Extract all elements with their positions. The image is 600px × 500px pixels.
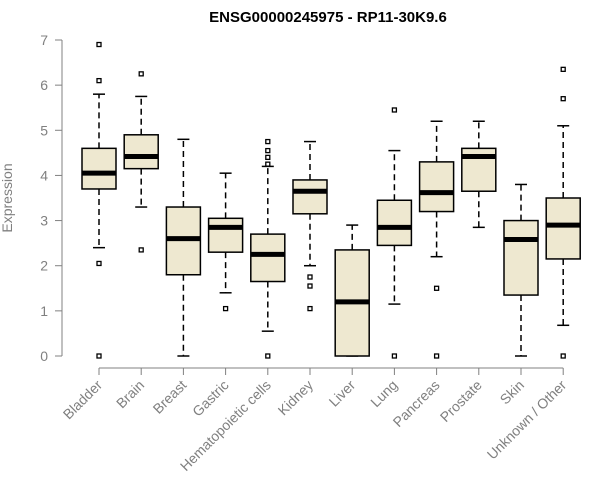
iqr-box	[292, 179, 328, 215]
outlier-point	[96, 260, 102, 267]
outlier-point	[138, 247, 144, 253]
y-tick-label: 6	[40, 77, 48, 93]
box-brain	[123, 71, 159, 253]
x-tick-label: Breast	[150, 377, 190, 417]
outlier-point	[391, 353, 398, 359]
outlier-point	[307, 305, 313, 312]
x-tick-label: Liver	[326, 377, 359, 410]
box-gastric	[207, 172, 244, 312]
outlier-point	[560, 353, 566, 359]
outlier-point	[265, 147, 271, 154]
x-tick-label: Kidney	[275, 377, 317, 419]
x-tick-label: Prostate	[437, 377, 485, 425]
y-tick-label: 1	[40, 303, 48, 319]
x-tick-label: Bladder	[60, 377, 106, 423]
y-axis-label: Expression	[0, 163, 15, 232]
y-tick-label: 7	[40, 32, 48, 48]
outlier-point	[307, 283, 313, 289]
iqr-box	[376, 199, 413, 247]
box-bladder	[81, 41, 117, 359]
box-prostate	[461, 120, 497, 229]
outlier-point	[265, 138, 271, 145]
outlier-point	[265, 154, 271, 161]
iqr-box	[418, 161, 455, 213]
iqr-box	[545, 197, 581, 260]
outlier-point	[433, 285, 440, 291]
x-tick-label: Skin	[497, 377, 528, 408]
box-lung	[376, 107, 413, 359]
chart-title: ENSG00000245975 - RP11-30K9.6	[209, 9, 447, 26]
x-tick-label: Lung	[367, 377, 400, 410]
outlier-point	[560, 66, 566, 72]
y-tick-label: 3	[40, 213, 48, 229]
box-pancreas	[418, 120, 455, 359]
outlier-point	[433, 353, 440, 359]
x-tick-label: Unknown / Other	[484, 377, 570, 463]
iqr-box	[81, 147, 117, 190]
box-hematopoietic-cells	[250, 138, 286, 359]
y-tick-label: 2	[40, 258, 48, 274]
box-skin	[503, 183, 539, 357]
iqr-box	[503, 219, 539, 296]
iqr-box	[207, 217, 244, 253]
outlier-point	[96, 41, 102, 48]
outlier-point	[138, 71, 144, 77]
box-unknown-other	[545, 66, 581, 359]
y-axis: 0 1 2 3 4 5 6 7	[40, 32, 63, 364]
iqr-box	[123, 134, 159, 170]
outlier-point	[560, 96, 566, 102]
outlier-point	[96, 353, 102, 359]
box-breast	[165, 138, 202, 357]
outlier-point	[222, 305, 229, 312]
x-tick-label: Brain	[113, 377, 147, 411]
iqr-box	[250, 233, 286, 283]
outlier-point	[265, 353, 271, 359]
boxes-group	[81, 41, 581, 359]
y-tick-label: 4	[40, 167, 48, 183]
outlier-point	[96, 77, 102, 84]
outlier-point	[391, 107, 398, 113]
box-liver	[334, 224, 370, 357]
outlier-point	[265, 161, 271, 167]
box-kidney	[292, 140, 328, 312]
y-tick-label: 0	[40, 348, 48, 364]
y-tick-label: 5	[40, 122, 48, 138]
outlier-point	[307, 274, 313, 280]
x-tick-label: Pancreas	[390, 377, 443, 430]
